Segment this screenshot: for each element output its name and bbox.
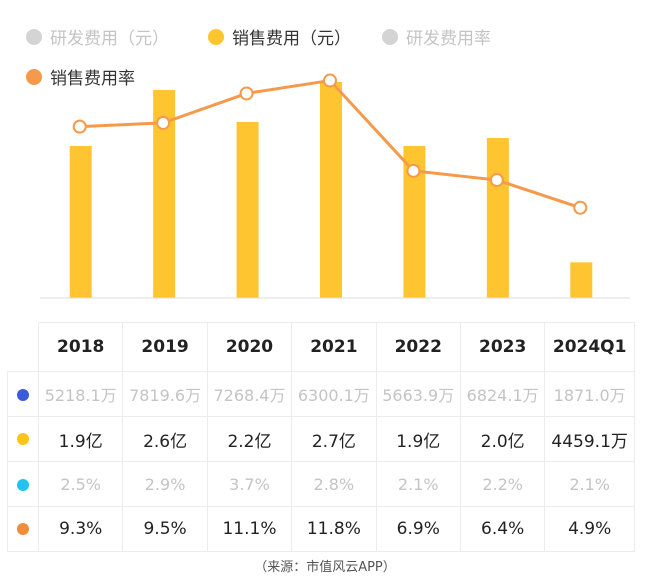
point-2022[interactable] (406, 163, 421, 178)
table-row: 2.5% 2.9% 3.7% 2.8% 2.1% 2.2% 2.1% (7, 461, 635, 507)
legend-dot (26, 28, 42, 45)
table-cell: 1871.0万 (544, 371, 635, 417)
table-cell: 11.1% (206, 506, 293, 552)
column-header-2021: 2021 (291, 322, 377, 372)
table-cell: 2.9% (122, 461, 208, 507)
table-cell: 2.5% (37, 461, 124, 507)
table-row: 5218.1万 7819.6万 7268.4万 6300.1万 5663.9万 6824.… (7, 371, 635, 417)
legend-dot (208, 28, 224, 45)
column-header-2020: 2020 (206, 322, 293, 372)
bar-2021[interactable] (320, 82, 342, 298)
bar-2019[interactable] (153, 90, 176, 298)
bar-2024Q1[interactable] (570, 262, 593, 298)
column-header-2018: 2018 (37, 322, 124, 372)
table-cell: 2.0亿 (459, 416, 546, 462)
column-header-2024Q1: 2024Q1 (544, 322, 635, 372)
table-cell: 2.6亿 (122, 416, 208, 462)
table-cell: 2.1% (375, 461, 461, 507)
table-cell: 2.2% (459, 461, 546, 507)
legend-item-sales-expense[interactable]: 销售费用（元） (208, 24, 351, 49)
table-cell: 4.9% (544, 506, 635, 552)
table-cell: 2.2亿 (206, 416, 293, 462)
table-cell: 7819.6万 (122, 371, 208, 417)
table-cell: 2.8% (291, 461, 377, 507)
legend-item-sales-ratio[interactable]: 销售费用率 (26, 64, 135, 89)
legend-item-rd-ratio[interactable]: 研发费用率 (382, 24, 491, 49)
table-row: 9.3% 9.5% 11.1% 11.8% 6.9% 6.4% 4.9% (7, 506, 635, 552)
table-header-row: 2018 2019 2020 2021 2022 2023 2024Q1 (7, 322, 635, 372)
bar-2018[interactable] (69, 146, 92, 298)
point-2021[interactable] (323, 73, 337, 88)
table-cell: 2.1% (544, 461, 635, 507)
legend-label: 研发费用（元） (50, 29, 169, 49)
table-cell: 5663.9万 (375, 371, 461, 417)
series-dot-icon (17, 433, 29, 445)
column-header-2023: 2023 (459, 322, 546, 372)
row-marker-cell (7, 416, 39, 462)
series-dot-icon (17, 389, 29, 401)
table-cell: 1.9亿 (37, 416, 124, 462)
table-cell: 4459.1万 (544, 416, 635, 462)
row-marker-cell (7, 461, 39, 507)
table-row: 1.9亿 2.6亿 2.2亿 2.7亿 1.9亿 2.0亿 4459.1万 (7, 416, 635, 462)
table-cell: 9.5% (122, 506, 208, 552)
table-cell: 1.9亿 (375, 416, 461, 462)
table-cell: 6300.1万 (291, 371, 377, 417)
row-marker-cell (7, 371, 39, 417)
table-cell: 7268.4万 (206, 371, 293, 417)
column-header-2022: 2022 (375, 322, 461, 372)
series-dot-icon (17, 523, 29, 535)
line-points (72, 73, 588, 215)
legend-label: 销售费用率 (50, 69, 135, 89)
table-cell: 5218.1万 (37, 371, 124, 417)
bar-series-sales-expense (69, 82, 593, 298)
point-2018[interactable] (72, 119, 87, 134)
point-2020[interactable] (239, 86, 254, 101)
table-cell: 6824.1万 (459, 371, 546, 417)
table-cell: 3.7% (206, 461, 293, 507)
bar-2020[interactable] (236, 122, 259, 298)
legend-item-rd-expense[interactable]: 研发费用（元） (26, 24, 169, 49)
table-cell: 6.9% (375, 506, 461, 552)
table-cell: 9.3% (37, 506, 124, 552)
column-header-2019: 2019 (122, 322, 208, 372)
legend-label: 研发费用率 (406, 29, 491, 49)
legend-label: 销售费用（元） (232, 29, 351, 49)
point-2019[interactable] (156, 115, 171, 130)
row-marker-cell (7, 506, 39, 552)
point-2024Q1[interactable] (573, 200, 588, 215)
point-2023[interactable] (489, 173, 504, 188)
table-cell: 2.7亿 (291, 416, 377, 462)
bar-2023[interactable] (486, 138, 509, 298)
source-note: （来源：市值风云APP） (254, 560, 396, 575)
legend-dot (382, 28, 398, 45)
data-table: 2018 2019 2020 2021 2022 2023 2024Q1 5218.1万 78… (7, 322, 635, 552)
series-dot-icon (17, 479, 29, 491)
table-cell: 11.8% (291, 506, 377, 552)
chart-legend: 研发费用（元） 销售费用（元） 研发费用率 销售费用率 (0, 0, 650, 100)
table-cell: 6.4% (459, 506, 546, 552)
expense-chart (40, 73, 630, 299)
bar-2022[interactable] (403, 146, 426, 298)
table-corner (7, 322, 39, 372)
legend-dot (26, 68, 42, 85)
